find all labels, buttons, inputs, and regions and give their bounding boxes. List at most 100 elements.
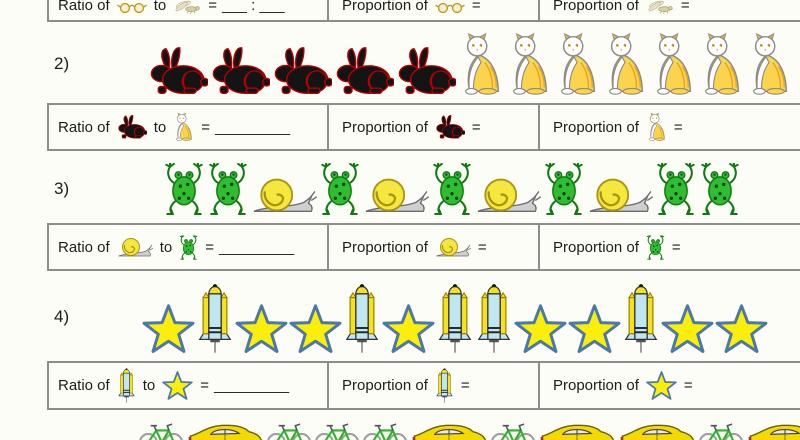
car-icon (410, 418, 488, 440)
frog-icon (207, 163, 249, 215)
proportion-of-label: Proportion of (342, 238, 428, 256)
ratio-cell: Ratio of to = _________ (49, 105, 327, 149)
rocket-icon (435, 367, 454, 404)
cat-icon (746, 33, 792, 96)
star-icon (646, 371, 677, 401)
proportion-of-label: Proportion of (342, 377, 428, 394)
answer-blank: _________ (213, 377, 290, 394)
bicycle-icon (490, 418, 536, 440)
rocket-icon (343, 282, 381, 355)
ratio-of-label: Ratio of (58, 377, 110, 394)
rabbit-icon (334, 46, 394, 96)
ratio-cell: Ratio of to = _________ (49, 225, 327, 269)
rabbit-icon (272, 46, 332, 96)
star-icon (289, 304, 342, 355)
cat-icon (646, 113, 667, 141)
equals-sign: = (477, 238, 487, 256)
snail-icon (475, 175, 541, 215)
star-icon (142, 304, 195, 355)
star-icon (382, 304, 435, 355)
answer-blank: _________ (214, 118, 291, 136)
answer-blank: ___ : ___ (221, 0, 285, 14)
bicycle-icon (266, 418, 312, 440)
rocket-icon (117, 367, 136, 404)
picture-row: 4) (0, 272, 800, 361)
item-number: 4) (54, 306, 70, 326)
proportion-cell-a: Proportion of = (327, 225, 538, 269)
picture-sequence (148, 24, 792, 103)
proportion-cell-b: Proportion of = (538, 105, 800, 149)
bicycle-icon (698, 418, 744, 440)
cat-icon (602, 33, 648, 96)
proportion-of-label: Proportion of (342, 0, 428, 14)
snail-icon (363, 175, 429, 215)
ratio-cell: Ratio of to = _________ (49, 363, 327, 408)
item-number: 3) (54, 179, 70, 198)
equals-sign: = (471, 0, 481, 14)
proportion-of-label: Proportion of (553, 0, 639, 14)
rocket-icon (475, 282, 513, 355)
equals-sign: = (200, 377, 209, 394)
proportion-cell-a: Proportion of = (327, 0, 538, 20)
proportion-cell-b: Proportion of = (538, 363, 800, 408)
answer-blank: _________ (218, 238, 295, 256)
fly-icon (646, 0, 674, 14)
frog-icon (655, 163, 697, 215)
frog-icon (179, 235, 198, 260)
proportion-cell-a: Proportion of = (327, 105, 538, 149)
frog-icon (699, 163, 741, 215)
snail-icon (117, 236, 153, 258)
frog-icon (163, 163, 205, 215)
star-icon (514, 304, 567, 355)
picture-row: 2) (0, 24, 800, 103)
equals-sign: = (201, 118, 210, 136)
proportion-of-label: Proportion of (553, 118, 639, 136)
to-label: to (159, 238, 173, 256)
equals-sign: = (680, 0, 690, 14)
ratio-of-label: Ratio of (58, 238, 110, 256)
proportion-cell-b: Proportion of = (538, 0, 800, 20)
to-label: to (153, 0, 167, 14)
equals-sign: = (683, 377, 693, 394)
proportion-of-label: Proportion of (553, 238, 639, 256)
car-icon (618, 418, 696, 440)
rocket-icon (436, 282, 474, 355)
bicycle-icon (138, 418, 184, 440)
car-icon (746, 418, 800, 440)
cat-icon (650, 33, 696, 96)
glasses-icon (117, 1, 147, 14)
star-icon (568, 304, 621, 355)
rabbit-icon (117, 115, 147, 139)
answer-row: Ratio of to = _________ Proportion of = Propor… (47, 103, 800, 151)
glasses-icon (435, 1, 465, 14)
frog-icon (319, 163, 361, 215)
cat-icon (506, 33, 552, 96)
item-number: 2) (54, 53, 70, 73)
ratio-of-label: Ratio of (58, 0, 110, 14)
snail-icon (587, 175, 653, 215)
proportion-of-label: Proportion of (553, 377, 639, 394)
to-label: to (153, 118, 167, 136)
car-icon (538, 418, 616, 440)
cat-icon (554, 33, 600, 96)
equals-sign: = (673, 118, 683, 136)
star-icon (235, 304, 288, 355)
proportion-cell-b: Proportion of = (538, 225, 800, 269)
cat-icon (173, 113, 194, 141)
rabbit-icon (210, 46, 270, 96)
to-label: to (142, 377, 156, 394)
rocket-icon (196, 282, 234, 355)
rabbit-icon (396, 46, 456, 96)
star-icon (162, 371, 193, 401)
snail-icon (251, 175, 317, 215)
equals-sign: = (205, 238, 214, 256)
cat-icon (458, 33, 504, 96)
picture-sequence (142, 272, 768, 361)
picture-row: 3) (0, 155, 800, 223)
car-icon (186, 418, 264, 440)
frog-icon (543, 163, 585, 215)
snail-icon (435, 236, 471, 258)
frog-icon (646, 235, 665, 260)
equals-sign: = (460, 377, 470, 394)
